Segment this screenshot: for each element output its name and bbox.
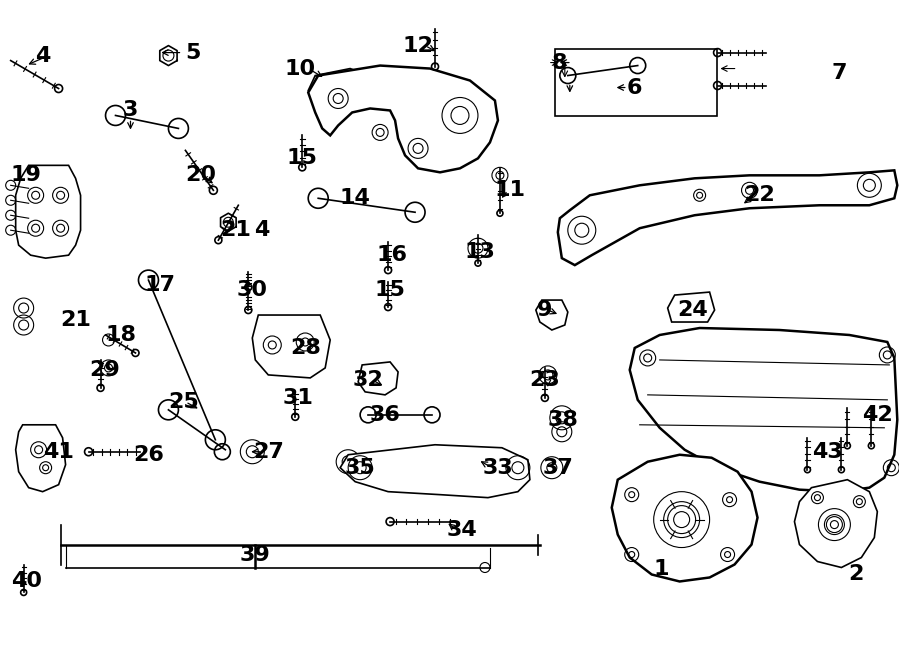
- Text: 21: 21: [60, 310, 91, 330]
- Text: 4: 4: [254, 220, 269, 240]
- Text: 32: 32: [353, 370, 383, 390]
- Text: 39: 39: [240, 545, 271, 564]
- Bar: [554, 49, 716, 116]
- Text: 21: 21: [220, 220, 251, 240]
- Polygon shape: [558, 171, 897, 265]
- Text: 33: 33: [482, 457, 513, 478]
- Polygon shape: [15, 165, 81, 258]
- Text: 16: 16: [376, 245, 408, 265]
- Text: 41: 41: [43, 442, 74, 462]
- Polygon shape: [340, 445, 530, 498]
- Text: 12: 12: [402, 36, 434, 56]
- Text: 10: 10: [284, 59, 316, 79]
- Text: 17: 17: [145, 275, 176, 295]
- Text: 8: 8: [552, 53, 568, 73]
- Text: 35: 35: [345, 457, 375, 478]
- Text: 1: 1: [654, 559, 670, 580]
- Text: 11: 11: [494, 180, 526, 200]
- Text: 5: 5: [185, 42, 201, 63]
- Polygon shape: [795, 480, 878, 568]
- Text: 43: 43: [812, 442, 842, 462]
- Text: 19: 19: [10, 165, 41, 185]
- Text: 18: 18: [105, 325, 136, 345]
- Polygon shape: [15, 425, 66, 492]
- Polygon shape: [308, 65, 498, 173]
- Text: 25: 25: [168, 392, 199, 412]
- Text: 28: 28: [290, 338, 320, 358]
- Text: 2: 2: [849, 564, 864, 584]
- Polygon shape: [252, 315, 330, 378]
- Text: 6: 6: [627, 77, 643, 98]
- Text: 9: 9: [537, 300, 553, 320]
- Text: 3: 3: [122, 100, 139, 120]
- Text: 29: 29: [89, 360, 120, 380]
- Polygon shape: [358, 362, 398, 395]
- Text: 38: 38: [547, 410, 579, 430]
- Text: 30: 30: [237, 280, 268, 300]
- Text: 22: 22: [744, 185, 775, 206]
- Text: 13: 13: [464, 242, 495, 262]
- Text: 24: 24: [678, 300, 708, 320]
- Text: 15: 15: [374, 280, 406, 300]
- Polygon shape: [308, 69, 372, 112]
- Text: 27: 27: [253, 442, 284, 462]
- Text: 15: 15: [287, 148, 318, 169]
- Text: 23: 23: [529, 370, 560, 390]
- Text: 20: 20: [184, 165, 216, 185]
- Text: 31: 31: [283, 388, 314, 408]
- Text: 42: 42: [862, 405, 893, 425]
- Polygon shape: [668, 292, 715, 322]
- Polygon shape: [630, 328, 897, 492]
- Text: 40: 40: [11, 572, 42, 592]
- Text: 7: 7: [832, 63, 847, 83]
- Polygon shape: [612, 455, 758, 582]
- Text: 4: 4: [35, 46, 50, 65]
- Text: 36: 36: [370, 405, 400, 425]
- Text: 34: 34: [446, 520, 477, 539]
- Text: 14: 14: [339, 188, 371, 208]
- Text: 26: 26: [133, 445, 164, 465]
- Polygon shape: [536, 300, 568, 330]
- Text: 37: 37: [543, 457, 573, 478]
